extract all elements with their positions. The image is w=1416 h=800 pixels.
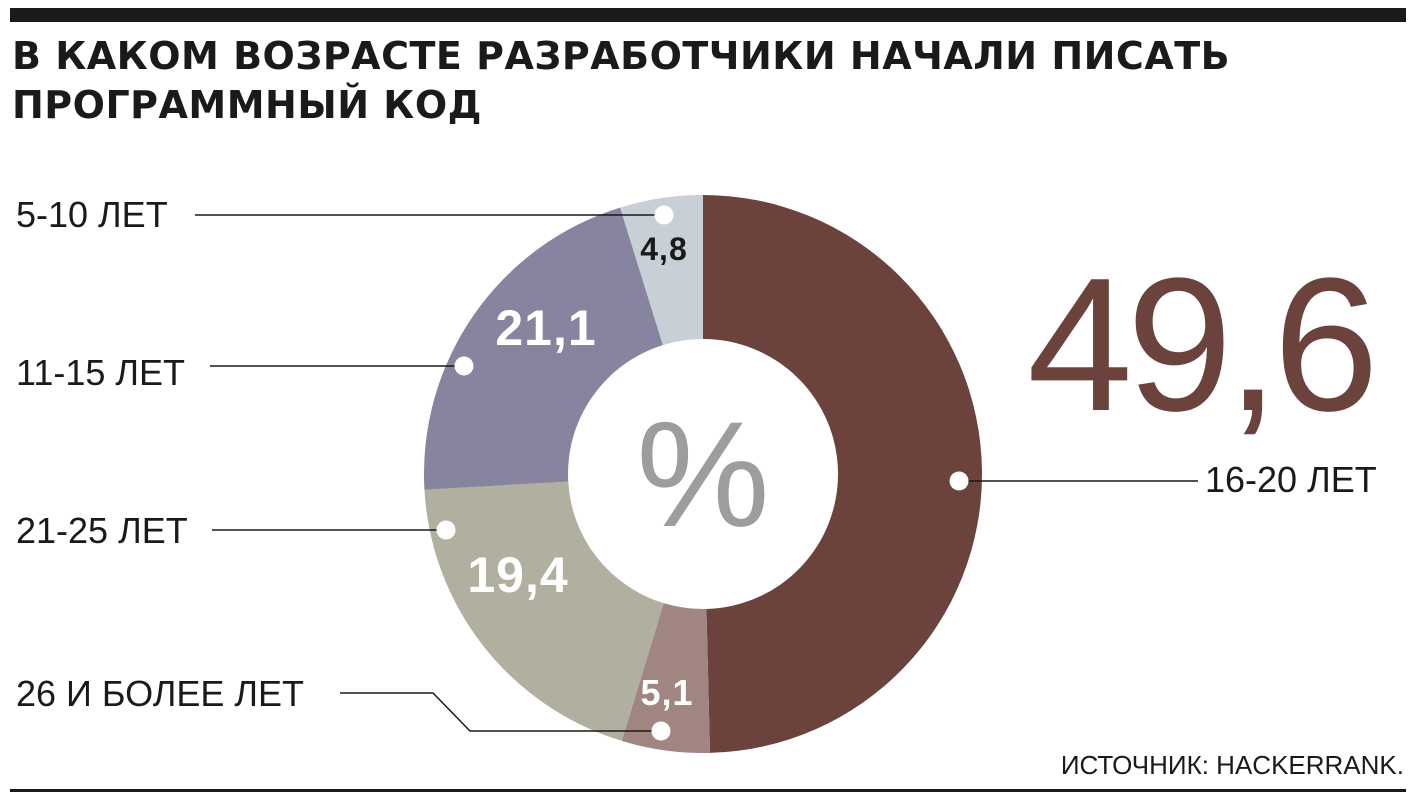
value-label-5-10-лет: 4,8 (640, 231, 687, 267)
leader-dot-26-и-более-лет (651, 721, 671, 741)
leader-dot-21-25-лет (436, 520, 456, 540)
leader-dot-11-15-лет (454, 356, 474, 376)
source-note: ИСТОЧНИК: HACKERRANK. (1060, 750, 1404, 780)
chart-title: В КАКОМ ВОЗРАСТЕ РАЗРАБОТЧИКИ НАЧАЛИ ПИС… (12, 34, 1231, 127)
bottom-rule (10, 789, 1406, 792)
category-label-5-10-лет: 5-10 ЛЕТ (16, 194, 168, 235)
value-label-11-15-лет: 21,1 (495, 300, 596, 356)
leader-dot-5-10-лет (654, 205, 674, 225)
slice-5-10-лет (620, 195, 703, 346)
category-label-26-и-более-лет: 26 И БОЛЕЕ ЛЕТ (16, 673, 304, 714)
slice-26-и-более-лет (621, 603, 711, 753)
category-label-11-15-лет: 11-15 ЛЕТ (16, 352, 185, 393)
value-label-26-и-более-лет: 5,1 (640, 672, 693, 713)
slice-11-15-лет (424, 207, 663, 490)
category-label-21-25-лет: 21-25 ЛЕТ (16, 510, 188, 551)
category-label-16-20-лет: 16-20 ЛЕТ (1205, 459, 1377, 500)
leader-line-26-и-более-лет (340, 692, 661, 732)
center-percent-label: % (636, 390, 769, 558)
top-rule (10, 8, 1406, 22)
value-label-16-20-лет: 49,6 (1027, 239, 1373, 451)
leader-dot-16-20-лет (949, 471, 969, 491)
slice-21-25-лет (424, 481, 664, 741)
value-label-21-25-лет: 19,4 (467, 547, 568, 603)
slice-16-20-лет (703, 195, 982, 753)
